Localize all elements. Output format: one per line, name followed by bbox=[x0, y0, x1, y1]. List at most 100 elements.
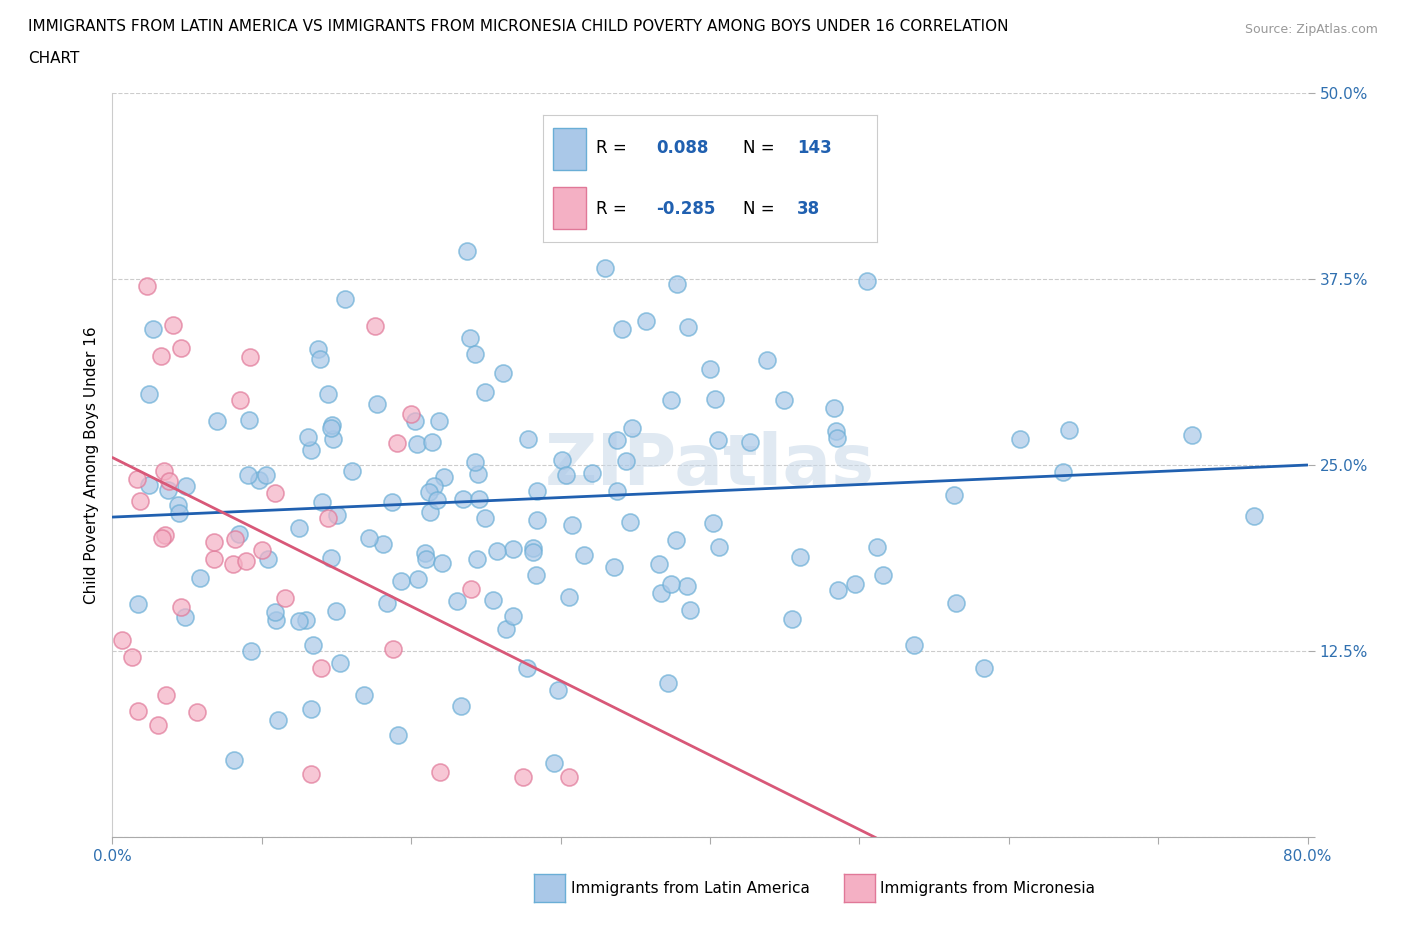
Point bbox=[467, 467, 489, 482]
Point bbox=[707, 432, 730, 447]
Point bbox=[464, 347, 486, 362]
Point bbox=[606, 432, 628, 447]
Point bbox=[522, 545, 544, 560]
Point bbox=[142, 321, 165, 336]
Point bbox=[188, 571, 211, 586]
Point bbox=[844, 577, 866, 591]
Point bbox=[614, 454, 637, 469]
Point bbox=[619, 514, 641, 529]
Point bbox=[485, 544, 508, 559]
Point bbox=[474, 511, 496, 525]
Point bbox=[738, 435, 761, 450]
Point bbox=[699, 361, 721, 376]
Point bbox=[593, 261, 616, 276]
Point bbox=[464, 455, 486, 470]
Point bbox=[702, 515, 724, 530]
Point bbox=[157, 473, 180, 488]
Point bbox=[307, 341, 329, 356]
Point bbox=[264, 613, 287, 628]
Point bbox=[229, 393, 252, 408]
Point bbox=[153, 464, 176, 479]
Point bbox=[866, 540, 889, 555]
Point bbox=[316, 386, 339, 401]
Point bbox=[678, 320, 700, 335]
Point bbox=[238, 412, 260, 427]
Point bbox=[561, 518, 583, 533]
Point bbox=[127, 704, 149, 719]
Point bbox=[709, 539, 731, 554]
Point bbox=[650, 585, 672, 600]
Point bbox=[326, 508, 349, 523]
Point bbox=[1010, 432, 1032, 446]
Point bbox=[619, 219, 641, 233]
Point bbox=[174, 479, 197, 494]
Point bbox=[430, 555, 453, 570]
Point bbox=[228, 526, 250, 541]
Point bbox=[205, 413, 228, 428]
Point bbox=[659, 577, 682, 591]
Text: Immigrants from Micronesia: Immigrants from Micronesia bbox=[880, 881, 1095, 896]
Point bbox=[385, 435, 408, 450]
Point bbox=[155, 687, 177, 702]
Point bbox=[299, 443, 322, 458]
Text: Immigrants from Latin America: Immigrants from Latin America bbox=[571, 881, 810, 896]
Point bbox=[973, 661, 995, 676]
Point bbox=[309, 352, 332, 366]
Point bbox=[138, 386, 160, 401]
Point bbox=[433, 469, 456, 484]
Point bbox=[153, 527, 176, 542]
Point bbox=[456, 244, 478, 259]
Point bbox=[606, 484, 628, 498]
Point bbox=[704, 392, 727, 406]
Point bbox=[256, 551, 278, 566]
Point bbox=[204, 551, 226, 566]
Point bbox=[522, 540, 544, 555]
Point bbox=[468, 492, 491, 507]
Point bbox=[150, 349, 173, 364]
Point bbox=[856, 273, 879, 288]
Point bbox=[429, 764, 451, 779]
Point bbox=[524, 567, 547, 582]
Point bbox=[288, 614, 311, 629]
Point bbox=[551, 453, 574, 468]
Point bbox=[415, 552, 437, 567]
Point bbox=[170, 600, 193, 615]
Point bbox=[221, 557, 243, 572]
Point bbox=[150, 531, 173, 546]
Point bbox=[943, 487, 966, 502]
Point bbox=[380, 495, 402, 510]
Point bbox=[679, 603, 702, 618]
Point bbox=[458, 330, 481, 345]
Point bbox=[755, 352, 778, 367]
Point bbox=[371, 537, 394, 551]
Point bbox=[239, 350, 262, 365]
Point bbox=[127, 472, 149, 486]
Point bbox=[661, 393, 683, 408]
Point bbox=[827, 582, 849, 597]
Point bbox=[224, 752, 246, 767]
Point bbox=[322, 432, 344, 446]
Point bbox=[554, 468, 576, 483]
Point bbox=[329, 656, 352, 671]
Point bbox=[387, 727, 409, 742]
Point bbox=[558, 590, 581, 604]
Point bbox=[254, 468, 277, 483]
Point bbox=[170, 340, 193, 355]
Point bbox=[364, 318, 387, 333]
Point bbox=[676, 578, 699, 593]
Point bbox=[202, 534, 225, 549]
Point bbox=[301, 701, 323, 716]
Point bbox=[945, 596, 967, 611]
Point bbox=[274, 591, 297, 605]
Point bbox=[309, 660, 332, 675]
Point bbox=[325, 604, 347, 618]
Point bbox=[602, 560, 624, 575]
Point bbox=[252, 542, 274, 557]
Point bbox=[474, 384, 496, 399]
Point bbox=[526, 512, 548, 527]
Point bbox=[335, 291, 357, 306]
Point bbox=[138, 477, 160, 492]
Point bbox=[295, 612, 318, 627]
Point bbox=[543, 755, 565, 770]
Point bbox=[162, 317, 184, 332]
